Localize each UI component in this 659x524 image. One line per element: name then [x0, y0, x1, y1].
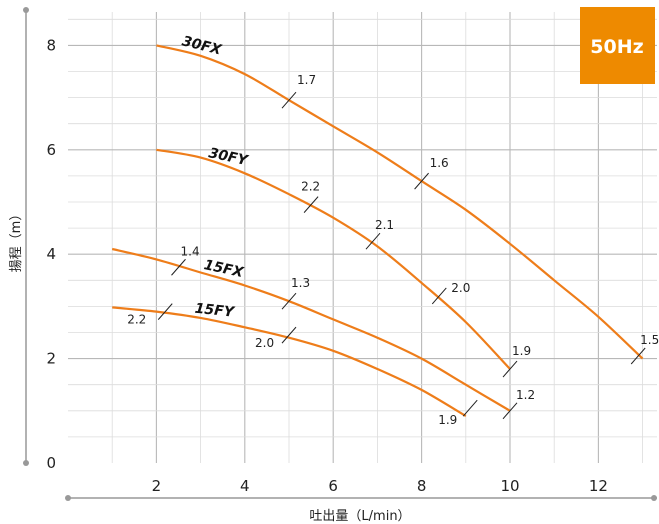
annotation-label: 1.6 [430, 156, 449, 170]
series-label-15fy: 15FY [194, 301, 236, 321]
plot-background [68, 12, 657, 463]
annotation-tick [414, 172, 429, 190]
x-axis-title: 吐出量（L/min） [309, 509, 410, 524]
annotation-tick [365, 232, 381, 250]
annotation-tick [171, 258, 186, 276]
annotation-tick [303, 196, 319, 213]
annotation-tick [431, 287, 447, 305]
x-tick-label: 6 [328, 477, 338, 495]
badge-label: 50Hz [590, 36, 643, 58]
annotation-tick [281, 292, 297, 310]
annotation-label: 2.0 [255, 336, 274, 350]
annotation-tick [502, 402, 518, 420]
annotation-tick [630, 347, 646, 365]
annotation-label: 1.9 [512, 344, 531, 358]
x-tick-label: 10 [500, 477, 519, 495]
annotation-tick [281, 326, 297, 344]
annotation-tick [462, 399, 478, 417]
annotations: 1.7 1.6 1.5 2.2 2.1 2.0 1.9 1.4 1.3 1.2 2.2 2.0 1.9 [127, 73, 659, 427]
y-tick-labels: 0 2 4 6 8 [46, 36, 56, 472]
y-tick-label: 2 [46, 350, 56, 368]
x-tick-labels: 2 4 6 8 10 12 [152, 477, 608, 495]
annotation-tick [502, 360, 518, 378]
series-line-15fx [111, 247, 511, 412]
annotation-label: 1.3 [291, 276, 310, 290]
series-lines [111, 44, 644, 417]
y-tick-label: 8 [46, 36, 56, 54]
x-tick-label: 8 [417, 477, 427, 495]
annotation-label: 1.2 [516, 388, 535, 402]
annotation-tick [157, 303, 173, 320]
frequency-badge: 50Hz [580, 7, 655, 84]
badge-background [580, 7, 655, 84]
y-axis-bottom-dot [23, 460, 29, 466]
plot-area [68, 12, 657, 463]
annotation-label: 1.4 [181, 244, 200, 258]
grid [68, 12, 657, 463]
series-line-30fy [156, 148, 511, 370]
y-axis-top-dot [23, 7, 29, 13]
series-line-30fx [156, 44, 644, 360]
x-tick-label: 12 [589, 477, 608, 495]
x-axis-left-dot [65, 495, 71, 501]
annotation-label: 1.9 [438, 413, 457, 427]
annotation-label: 2.2 [301, 180, 320, 194]
annotation-label: 1.5 [640, 333, 659, 347]
annotation-label: 2.1 [375, 218, 394, 232]
x-tick-label: 2 [152, 477, 162, 495]
annotation-label: 2.0 [451, 281, 470, 295]
annotation-tick [281, 91, 297, 109]
annotation-label: 2.2 [127, 313, 146, 327]
y-tick-label: 0 [46, 454, 56, 472]
y-tick-label: 6 [46, 141, 56, 159]
y-tick-label: 4 [46, 245, 56, 263]
x-axis-right-dot [651, 495, 657, 501]
series-line-15fy [112, 306, 467, 417]
x-tick-label: 4 [240, 477, 250, 495]
axes [23, 7, 657, 501]
annotation-label: 1.7 [297, 73, 316, 87]
y-axis-title: 揚程（m） [8, 208, 24, 273]
